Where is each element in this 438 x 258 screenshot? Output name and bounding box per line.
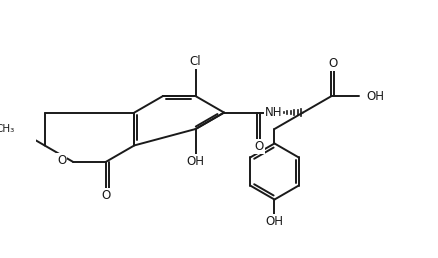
Text: NH: NH: [265, 106, 282, 119]
Text: O: O: [255, 140, 264, 153]
Text: O: O: [57, 154, 67, 167]
Text: OH: OH: [187, 155, 205, 168]
Text: O: O: [328, 57, 338, 70]
Text: Cl: Cl: [190, 55, 201, 68]
Text: OH: OH: [366, 90, 384, 103]
Text: CH₃: CH₃: [0, 124, 15, 134]
Text: O: O: [101, 189, 110, 202]
Text: OH: OH: [265, 215, 283, 228]
